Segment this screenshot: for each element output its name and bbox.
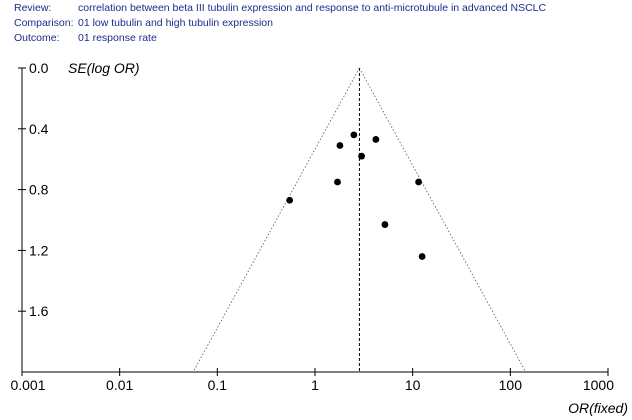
comparison-value: 01 low tubulin and high tubulin expressi… [78, 17, 273, 29]
x-tick-label: 0.001 [10, 377, 45, 393]
y-tick-label: 1.6 [29, 303, 49, 319]
comparison-row: Comparison: 01 low tubulin and high tubul… [14, 17, 273, 29]
outcome-value: 01 response rate [78, 32, 157, 44]
study-point [418, 253, 426, 260]
study-point [350, 131, 358, 139]
outcome-row: Outcome: 01 response rate [14, 32, 157, 44]
review-label: Review: [14, 2, 52, 14]
comparison-label: Comparison: [14, 17, 74, 29]
x-axis-label: OR(fixed) [568, 400, 628, 416]
study-point [334, 178, 341, 186]
x-tick-label: 0.1 [208, 377, 228, 393]
y-tick-label: 0.0 [29, 60, 49, 76]
funnel-limits [192, 67, 527, 373]
x-tick-label: 100 [499, 377, 523, 393]
funnel-right-limit [359, 67, 527, 373]
y-axis-label: SE(log OR) [68, 60, 140, 76]
study-point [336, 142, 344, 149]
review-value: correlation between beta III tubulin exp… [78, 2, 547, 14]
x-tick-label: 0.01 [106, 377, 133, 393]
study-point [358, 152, 365, 160]
study-point [372, 136, 380, 143]
x-tick-label: 1000 [583, 377, 614, 393]
y-tick-label: 1.2 [29, 242, 49, 258]
study-point [286, 196, 294, 204]
x-axis: 0.001 0.01 0.1 1 10 100 1000 [10, 368, 614, 393]
data-points [286, 131, 426, 260]
y-tick-label: 0.4 [29, 121, 49, 137]
outcome-label: Outcome: [14, 32, 60, 44]
review-row: Review: correlation between beta III tubu… [14, 2, 546, 14]
funnel-left-limit [192, 67, 360, 373]
y-tick-label: 0.8 [29, 182, 49, 198]
x-tick-label: 1 [311, 377, 319, 393]
study-point [415, 178, 422, 186]
y-axis: 0.0 0.4 0.8 1.2 1.6 [18, 60, 49, 372]
x-tick-label: 10 [405, 377, 421, 393]
study-point [381, 221, 389, 228]
